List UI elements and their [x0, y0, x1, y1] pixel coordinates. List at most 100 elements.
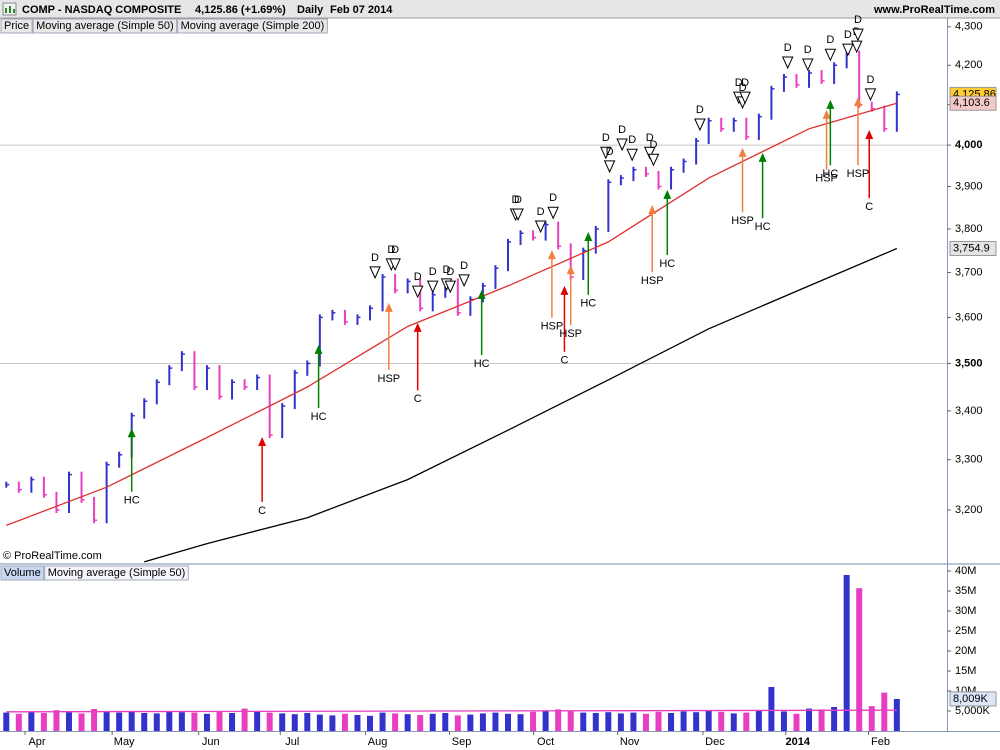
price-bar — [770, 85, 775, 120]
y-tick-label: 3,600 — [955, 311, 983, 323]
volume-bar — [379, 712, 386, 731]
price-bar — [93, 496, 98, 524]
price-bar — [381, 273, 386, 312]
marker-label: D — [387, 244, 395, 256]
moving-average-line — [144, 247, 898, 563]
icon-bar — [9, 6, 11, 13]
volume-bar — [28, 711, 35, 731]
y-tick-label: 3,700 — [955, 266, 983, 278]
price-bar — [720, 117, 725, 132]
signal-head — [826, 99, 835, 109]
volume-bar — [454, 715, 461, 731]
marker-triangle — [512, 208, 524, 222]
legend-label: Moving average (Simple 50) — [36, 20, 174, 32]
signal-head — [663, 189, 672, 199]
price-bar — [256, 374, 261, 390]
volume-bar — [329, 715, 336, 731]
volume-bar — [429, 713, 436, 731]
signal-label: HSP — [641, 275, 664, 287]
price-bar — [670, 166, 675, 190]
volume-bar — [868, 706, 875, 731]
price-bar — [519, 230, 524, 245]
signal-head — [865, 130, 874, 140]
price-bar — [80, 471, 85, 503]
x-tick-label: Feb — [871, 736, 890, 748]
volume-bar — [304, 713, 311, 731]
price-bar — [180, 351, 185, 372]
y-tick-label: 4,200 — [955, 59, 983, 71]
marker-triangle — [616, 138, 628, 152]
price-bar — [406, 278, 411, 294]
price-bar — [469, 296, 474, 316]
y-tick-label: 3,500 — [955, 357, 983, 369]
price-bar — [67, 471, 72, 514]
marker-label: D — [628, 134, 636, 146]
marker-label: D — [741, 77, 749, 89]
volume-bar — [768, 687, 775, 731]
volume-bar — [417, 715, 424, 731]
legend-box — [0, 565, 45, 581]
volume-bar — [178, 712, 185, 731]
volume-bar — [316, 714, 323, 731]
signal-label: C — [560, 355, 568, 367]
volume-bar — [617, 713, 624, 731]
y-tick-label: 3,200 — [955, 504, 983, 516]
volume-bar — [806, 708, 813, 731]
volume-bar — [229, 713, 236, 731]
price-bar — [168, 365, 173, 386]
x-tick-label: Oct — [537, 736, 554, 748]
price-bar — [369, 305, 374, 321]
volume-bar — [743, 712, 750, 731]
price-bar — [732, 117, 737, 132]
marker-triangle — [850, 40, 863, 54]
price-bar — [205, 365, 210, 390]
price-bar — [281, 403, 286, 439]
price-bar — [105, 461, 110, 524]
price-bar — [532, 230, 537, 241]
signal-label: HC — [755, 221, 771, 233]
x-tick-label: Aug — [368, 736, 388, 748]
marker-triangle — [600, 146, 612, 160]
y-tick-label: 4,000 — [955, 139, 983, 151]
volume-bar — [642, 713, 649, 731]
marker-triangle — [842, 43, 854, 57]
volume-bar — [404, 714, 411, 731]
price-bar — [644, 166, 649, 177]
marker-label: D — [646, 132, 654, 144]
marker-triangle — [643, 146, 656, 160]
signal-label: HC — [822, 168, 838, 180]
marker-triangle — [824, 48, 837, 62]
price-bar — [682, 158, 687, 173]
volume-bar — [630, 712, 637, 731]
price-bar — [481, 282, 486, 303]
period: Daily — [297, 4, 324, 16]
marker-label: D — [804, 44, 812, 56]
volume-bar — [730, 713, 737, 731]
volume-bar — [216, 711, 223, 731]
volume-bar — [442, 713, 449, 731]
price-bar — [293, 369, 298, 410]
volume-bar — [15, 713, 22, 731]
marker-triangle — [603, 160, 616, 174]
volume-bar — [367, 715, 374, 731]
signal-head — [547, 250, 556, 260]
legend-box — [44, 565, 189, 581]
volume-bar — [279, 713, 286, 731]
marker-triangle — [411, 285, 424, 299]
signal-head — [258, 437, 267, 447]
price-bar — [808, 70, 813, 88]
last-value-label: 4,103.6 — [953, 97, 990, 109]
signal-head — [413, 322, 422, 332]
marker-label: D — [514, 194, 522, 206]
signal-label: HSP — [847, 168, 870, 180]
y-tick-label: 35M — [955, 585, 976, 597]
volume-bar — [91, 709, 98, 731]
x-tick-label: 2014 — [785, 736, 810, 748]
price-bar — [494, 265, 499, 289]
signal-label: C — [865, 201, 873, 213]
marker-triangle — [647, 153, 660, 167]
marker-label: D — [446, 266, 454, 278]
volume-bar — [467, 714, 474, 731]
marker-label: D — [854, 14, 862, 26]
